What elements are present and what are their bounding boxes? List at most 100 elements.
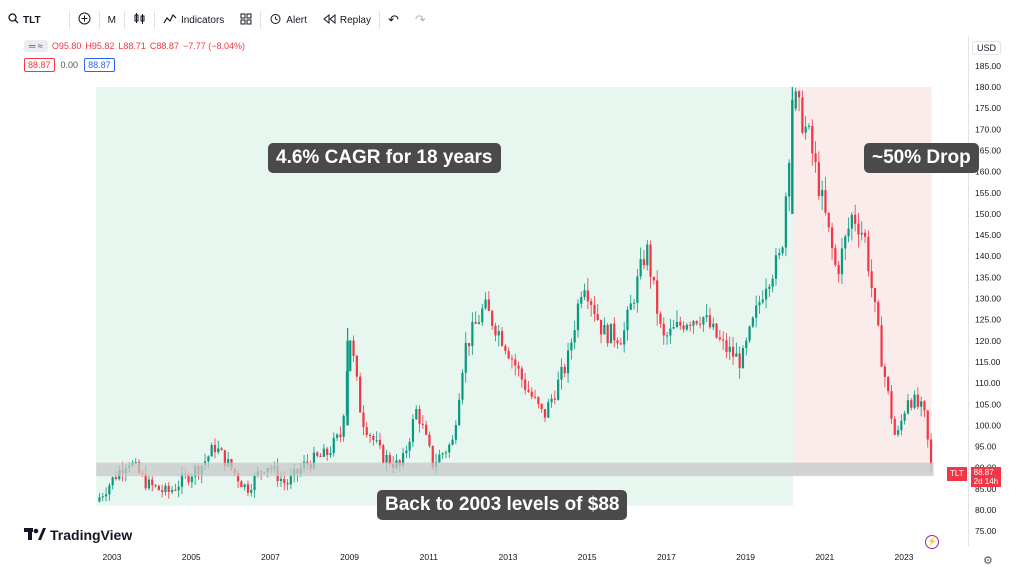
candle-body [144, 473, 147, 489]
candle-body [375, 439, 378, 441]
price-tick: 165.00 [975, 145, 1001, 155]
candle-body [180, 473, 184, 487]
candle-body [929, 439, 933, 465]
candle-body [896, 430, 900, 435]
candle-body [599, 319, 603, 335]
candle-body [570, 342, 573, 351]
candle-body [844, 236, 847, 249]
candle-body [593, 304, 596, 315]
candle-body [718, 337, 721, 340]
candle-body [837, 264, 840, 275]
candle-body [913, 394, 916, 408]
candle-body [236, 473, 240, 482]
candle-body [458, 399, 461, 426]
indicators-button[interactable]: Indicators [155, 5, 232, 35]
candle-body [467, 343, 471, 347]
candle-body [834, 248, 837, 265]
price-axis[interactable]: 75.0080.0085.0090.0095.00100.00105.00110… [968, 36, 1024, 546]
symbol-search-button[interactable]: TLT [0, 5, 49, 35]
compare-button[interactable] [70, 5, 99, 35]
candle-body [372, 436, 375, 440]
candle-body [517, 365, 520, 369]
alert-button[interactable]: Alert [261, 5, 315, 35]
candle-body [527, 389, 530, 392]
candle-body [738, 353, 741, 369]
currency-selector[interactable]: USD [972, 41, 1002, 55]
replay-button[interactable]: Replay [315, 5, 379, 35]
price-chart[interactable] [20, 36, 968, 546]
candle-body [741, 347, 745, 369]
candle-body [613, 323, 616, 341]
candle-body [533, 396, 537, 398]
candle-body [712, 323, 715, 328]
candle-body [326, 448, 329, 456]
redo-button[interactable]: ↷ [407, 5, 434, 35]
candle-body [814, 153, 817, 163]
time-axis[interactable]: 2003 2005 2007 2009 2011 2013 2015 2017 2019 2021… [20, 546, 968, 576]
candle-body [817, 162, 820, 197]
price-tick: 135.00 [975, 272, 1001, 282]
high-value: H95.82 [85, 41, 115, 51]
candle-body [761, 299, 764, 303]
time-tick: 2019 [736, 552, 755, 562]
candle-body [708, 315, 712, 328]
candle-body [745, 340, 748, 348]
time-tick: 2015 [578, 552, 597, 562]
candle-body [665, 335, 669, 337]
price-tick: 105.00 [975, 399, 1001, 409]
candle-body [573, 330, 576, 343]
candle-body [830, 227, 834, 249]
candle-body [725, 340, 728, 352]
candle-body [926, 410, 929, 440]
layouts-button[interactable] [232, 5, 260, 35]
redo-icon: ↷ [414, 12, 426, 27]
candle-body [870, 271, 873, 289]
candle-body [797, 91, 801, 98]
undo-button[interactable]: ↶ [380, 5, 407, 35]
candle-body [626, 309, 629, 331]
candle-body [850, 214, 853, 229]
change-value: −7.77 (−8.04%) [182, 41, 245, 51]
legend-toggle-icon[interactable]: ═ ≈ [24, 40, 48, 52]
candle-body [662, 323, 665, 336]
candle-body [910, 400, 913, 408]
candle-body [346, 340, 349, 426]
price-tick: 130.00 [975, 294, 1001, 304]
chart-type-button[interactable] [125, 5, 154, 35]
candle-body [368, 435, 372, 437]
candle-body [385, 454, 388, 463]
candle-body [543, 409, 547, 418]
divider [98, 11, 100, 29]
candle-body [603, 325, 606, 335]
price-tick: 175.00 [975, 103, 1001, 113]
candle-body [596, 314, 599, 320]
candle-body [497, 331, 500, 336]
candle-body [167, 485, 170, 493]
bar-countdown: 2d 14h [973, 477, 999, 486]
candle-body [639, 259, 642, 277]
candle-body [728, 346, 731, 352]
candle-body [114, 477, 118, 480]
time-tick: 2009 [340, 552, 359, 562]
candle-body [788, 162, 791, 197]
candle-body [504, 345, 507, 351]
cagr-annotation: 4.6% CAGR for 18 years [268, 143, 501, 173]
price-tick: 150.00 [975, 209, 1001, 219]
interval-label: M [107, 14, 116, 26]
candle-body [553, 398, 556, 400]
candle-body [616, 340, 619, 344]
candle-body [629, 303, 632, 310]
candle-body [223, 450, 226, 467]
candle-body [220, 448, 223, 451]
candle-body [365, 427, 368, 436]
sell-price[interactable]: 88.87 [24, 58, 55, 72]
buy-price[interactable]: 88.87 [84, 58, 115, 72]
lightning-icon[interactable]: ⚡ [925, 535, 939, 549]
candle-body [444, 452, 448, 454]
search-icon [8, 13, 19, 27]
gear-icon[interactable]: ⚙ [983, 555, 993, 567]
candle-body [877, 301, 880, 326]
candle-body [821, 190, 824, 197]
candle-body [705, 315, 708, 318]
interval-button[interactable]: M [100, 5, 124, 35]
